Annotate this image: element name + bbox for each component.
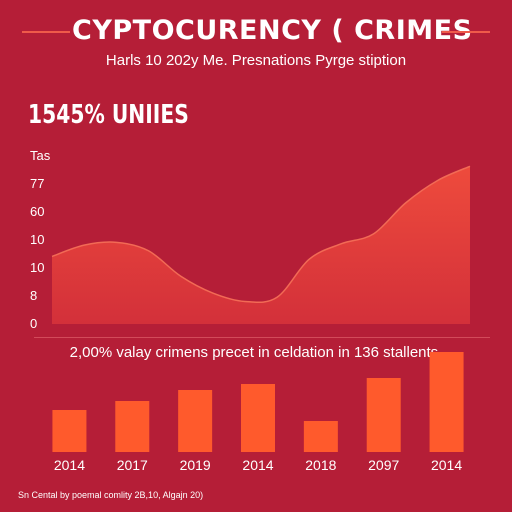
page-title: CYPTOCURENCY ( CRIMES <box>72 15 473 46</box>
title-rule-right <box>442 31 490 33</box>
area-series-line <box>51 165 471 304</box>
title-row: CYPTOCURENCY ( CRIMES <box>0 12 512 50</box>
x-tick-label: 2097 <box>368 457 399 473</box>
bar-4 <box>303 421 338 452</box>
bar-1 <box>115 401 150 452</box>
y-tick-label: 10 <box>30 260 44 275</box>
y-tick-label: 77 <box>30 176 44 191</box>
title-rule-left <box>22 31 70 33</box>
bar-3 <box>241 384 275 452</box>
x-tick-label: 2014 <box>242 457 273 473</box>
y-tick-label: 8 <box>30 288 37 303</box>
area-chart: Tas 77 60 10 10 8 0 <box>30 148 471 331</box>
area-series-fill <box>52 166 470 324</box>
bar-5 <box>366 378 401 452</box>
bar-chart: 2014 2017 2019 2014 2018 2097 2014 <box>52 352 464 473</box>
x-tick-label: 2014 <box>54 457 85 473</box>
y-tick-label: 60 <box>30 204 44 219</box>
bar-2 <box>178 390 213 452</box>
x-tick-label: 2019 <box>180 457 211 473</box>
page-subtitle: Harls 10 202y Me. Presnations Pyrge stip… <box>105 52 407 69</box>
y-tick-label: 10 <box>30 232 44 247</box>
bar-caption: 2,00% valay crimens precet in celdation … <box>69 344 443 361</box>
x-tick-label: 2018 <box>305 457 336 473</box>
y-tick-label: 0 <box>30 316 37 331</box>
x-tick-label: 2014 <box>431 457 462 473</box>
x-tick-label: 2017 <box>117 457 148 473</box>
source-footer: Sn Cental by poemal comlity 2B,10, Algaj… <box>18 490 204 500</box>
headline-stat: 1545% UNIIES <box>28 100 189 130</box>
bar-0 <box>52 410 87 452</box>
y-tick-label: Tas <box>30 148 51 163</box>
section-divider <box>34 337 490 338</box>
bar-6 <box>429 352 464 452</box>
